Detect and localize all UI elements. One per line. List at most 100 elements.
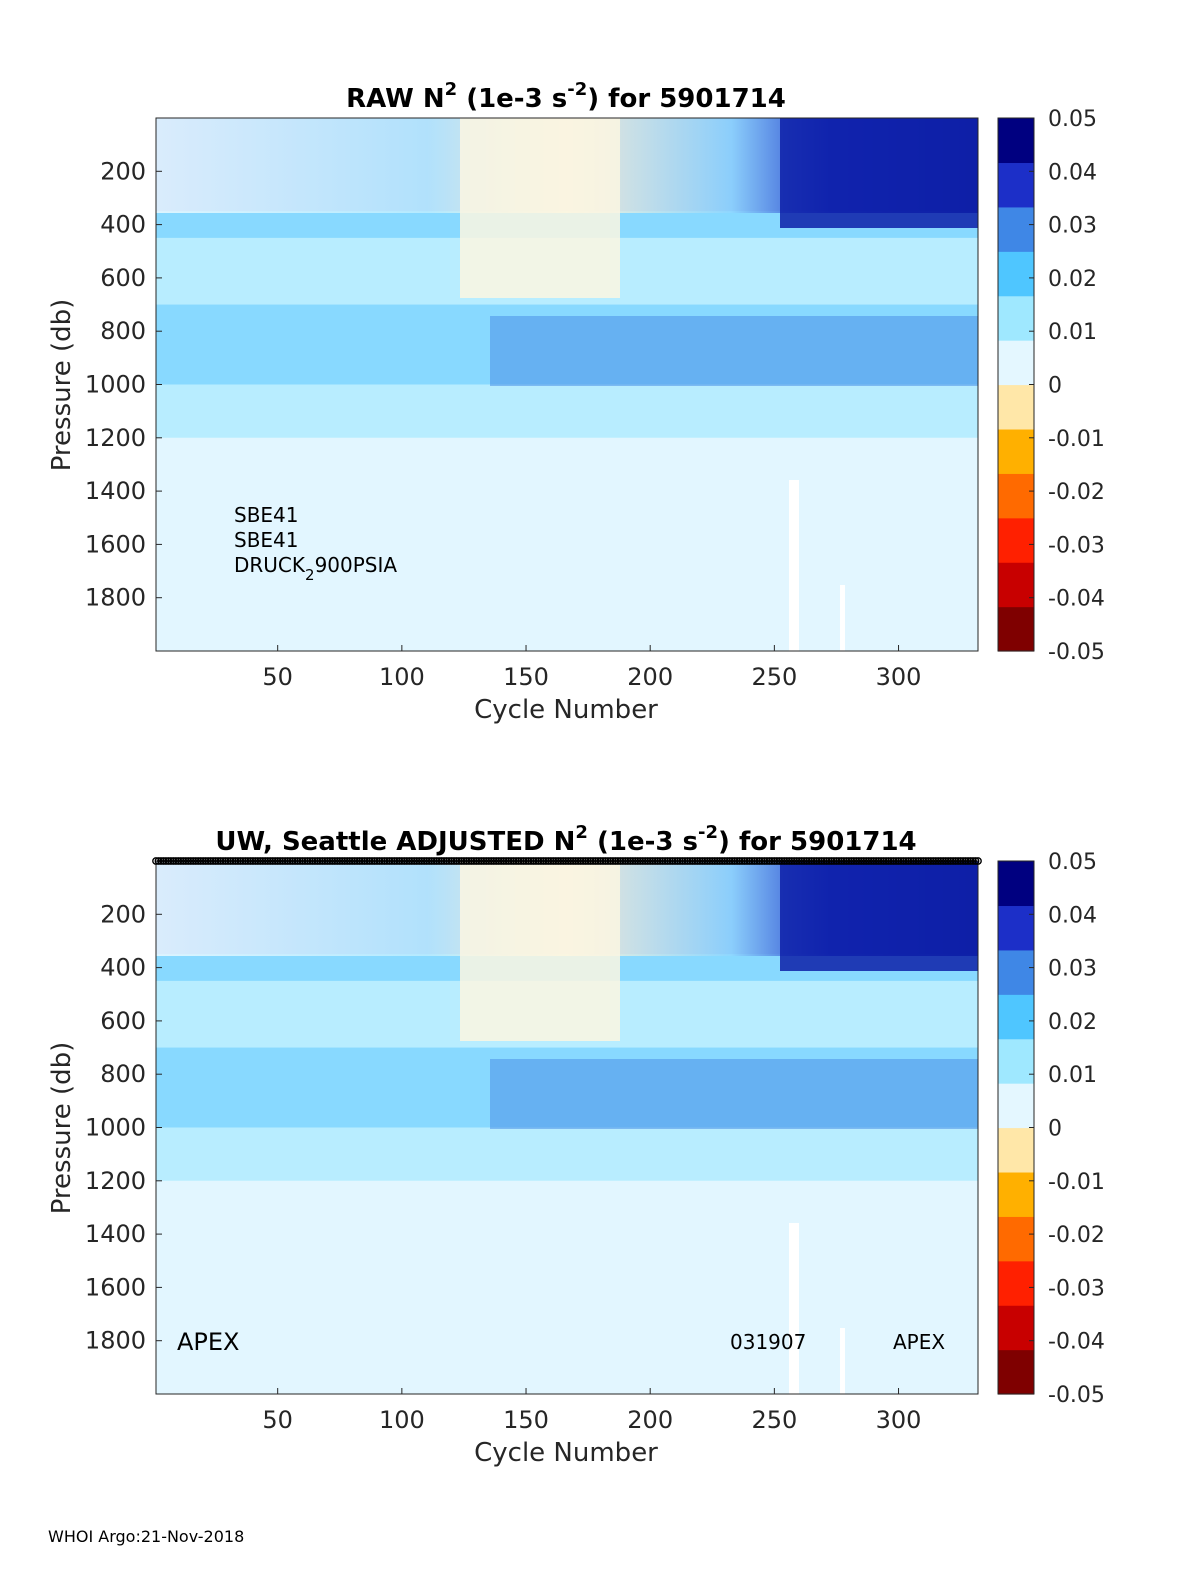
profile-marker	[551, 857, 560, 865]
profile-marker	[581, 857, 590, 865]
profile-marker	[253, 857, 262, 865]
low-stratification-patch	[460, 861, 620, 1041]
profile-marker	[554, 857, 563, 865]
profile-marker	[278, 857, 287, 865]
profile-marker	[507, 857, 516, 865]
profile-marker	[775, 857, 784, 865]
profile-marker	[477, 857, 486, 865]
profile-marker	[877, 857, 886, 865]
profile-marker	[564, 857, 573, 865]
y-tick-label: 1000	[85, 371, 146, 399]
profile-marker	[805, 857, 814, 865]
profile-marker	[214, 857, 222, 865]
colorbar-segment	[998, 384, 1034, 430]
deep-stratified-patch	[780, 118, 978, 228]
colorbar-segments	[998, 861, 1034, 1395]
y-tick-label: 1800	[85, 1327, 146, 1355]
profile-marker	[611, 857, 620, 865]
profile-marker	[226, 857, 235, 865]
profile-marker	[164, 857, 173, 865]
profile-marker	[358, 857, 367, 865]
profile-marker	[690, 857, 699, 865]
profile-marker	[618, 857, 627, 865]
profile-marker	[725, 857, 734, 865]
profile-marker	[745, 857, 754, 865]
profile-marker	[899, 857, 908, 865]
profile-marker	[261, 857, 270, 865]
profile-marker	[924, 857, 933, 865]
profile-marker	[772, 857, 781, 865]
x-axis-ticks: 50 100 150 200 250 300	[262, 645, 921, 691]
profile-marker	[792, 857, 801, 865]
profile-marker	[527, 857, 535, 865]
x-tick-label: 100	[379, 1406, 425, 1434]
profile-marker	[174, 857, 183, 865]
profile-marker	[216, 857, 225, 865]
y-tick-label: 1200	[85, 1167, 146, 1195]
profile-marker	[405, 857, 414, 865]
profile-marker	[196, 857, 205, 865]
profile-marker	[186, 857, 195, 865]
profile-marker	[887, 857, 895, 865]
profile-marker	[668, 857, 677, 865]
profile-marker	[914, 857, 923, 865]
profile-marker	[743, 857, 751, 865]
profile-marker	[621, 857, 630, 865]
profile-marker	[318, 857, 327, 865]
y-tick-label: 200	[100, 157, 146, 185]
profile-marker	[179, 857, 188, 865]
profile-marker	[934, 857, 943, 865]
profile-marker	[807, 857, 816, 865]
profile-marker	[596, 857, 605, 865]
colorbar-tick-label: 0.04	[1048, 160, 1097, 185]
profile-marker	[628, 857, 637, 865]
panel-raw: RAW N2 (1e-3 s-2) for 5901714 200 400 600 8…	[47, 79, 1105, 725]
profile-marker	[375, 857, 384, 865]
y-axis-ticks: 200 400 600 800 1000 1200 1400 1600 1800	[85, 900, 162, 1355]
colorbar-tick-label: 0.04	[1048, 903, 1097, 928]
x-tick-label: 50	[262, 1406, 293, 1434]
profile-marker	[303, 857, 312, 865]
profile-marker	[236, 857, 245, 865]
profile-marker	[770, 857, 779, 865]
profile-marker	[162, 857, 170, 865]
profile-marker	[388, 857, 396, 865]
y-tick-label: 400	[100, 211, 146, 239]
profile-marker	[450, 857, 458, 865]
profile-marker	[397, 857, 406, 865]
profile-marker	[474, 857, 483, 865]
profile-marker	[206, 857, 215, 865]
y-tick-label: 1600	[85, 1273, 146, 1301]
profile-marker	[385, 857, 394, 865]
profile-marker	[688, 857, 697, 865]
profile-marker	[830, 857, 838, 865]
colorbar-tick-label: -0.04	[1048, 587, 1105, 612]
deep-stratified-patch	[780, 861, 978, 971]
missing-data-strip	[840, 585, 845, 651]
profile-marker	[430, 857, 439, 865]
profile-marker	[176, 857, 185, 865]
profile-marker	[541, 857, 550, 865]
y-tick-label: 1600	[85, 530, 146, 558]
profile-marker	[954, 857, 963, 865]
profile-marker	[343, 857, 352, 865]
profile-marker	[455, 857, 463, 865]
profile-marker	[402, 857, 411, 865]
y-tick-label: 400	[100, 954, 146, 982]
profile-marker	[643, 857, 652, 865]
profile-marker	[519, 857, 528, 865]
profile-marker	[556, 857, 565, 865]
sensor-annotation: SBE41	[234, 528, 299, 552]
profile-marker	[333, 857, 342, 865]
colorbar-tick-label: -0.05	[1048, 640, 1105, 665]
profile-marker	[626, 857, 635, 865]
profile-marker	[390, 857, 399, 865]
profile-marker	[874, 857, 883, 865]
profile-marker	[561, 857, 570, 865]
profile-marker	[462, 857, 471, 865]
profile-marker	[184, 857, 193, 865]
profile-marker	[268, 857, 277, 865]
profile-marker	[753, 857, 761, 865]
profile-marker	[569, 857, 578, 865]
profile-marker	[370, 857, 379, 865]
